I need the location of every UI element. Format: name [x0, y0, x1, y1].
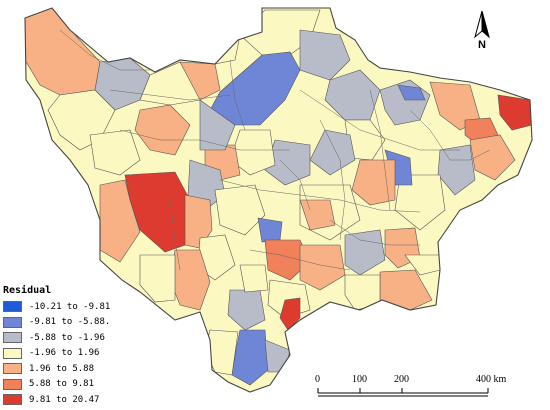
legend-label: -1.96 to 1.96 [29, 348, 100, 359]
county-region [204, 329, 239, 376]
county-region [437, 144, 476, 196]
county-region [299, 244, 346, 291]
legend-item: 5.88 to 9.81 [3, 377, 110, 393]
province-outline [24, 7, 533, 393]
north-label: N [478, 39, 486, 51]
legend-label: 1.96 to 5.88 [29, 363, 95, 374]
legend-swatch [3, 378, 22, 390]
county-region [497, 94, 532, 131]
county-border-line [329, 219, 420, 246]
county-region [239, 264, 269, 293]
county-border-line [409, 109, 491, 161]
legend-swatch [3, 332, 22, 344]
legend-item: -10.21 to -9.81 [3, 299, 110, 315]
legend-label: 9.81 to 20.47 [29, 394, 100, 405]
scale-bar [317, 388, 489, 397]
county-region [299, 199, 336, 231]
county-border-line [369, 89, 391, 211]
county-region [469, 134, 516, 181]
county-region [397, 84, 426, 101]
legend-item: 9.81 to 20.47 [3, 392, 110, 408]
county-border-line [319, 119, 346, 241]
legend-item: 1.96 to 5.88 [3, 361, 110, 377]
legend-title: Residual [3, 285, 52, 296]
county-border-line [59, 29, 150, 71]
county-border-line [109, 89, 231, 101]
county-region [257, 217, 283, 243]
county-region [199, 99, 236, 151]
legend-label: -5.88 to -1.96 [29, 332, 105, 343]
county-region [351, 159, 396, 206]
scale-label-100: 100 [352, 374, 367, 385]
county-region [231, 329, 269, 386]
scale-label-0: 0 [315, 374, 320, 385]
county-region [394, 174, 446, 231]
county-border-line [299, 89, 460, 151]
county-border-line [229, 59, 246, 131]
county-region [134, 104, 191, 156]
county-border-line [219, 179, 421, 213]
county-region [344, 229, 386, 276]
legend-label: -10.21 to -9.81 [29, 301, 111, 312]
legend-swatch [3, 316, 22, 328]
legend-swatch [3, 363, 22, 375]
legend: Residual -10.21 to -9.81 -9.81 to -5.88. -… [3, 285, 110, 408]
legend-item: -9.81 to -5.88. [3, 315, 110, 331]
county-region [214, 184, 266, 236]
scale-label-200: 200 [394, 374, 409, 385]
county-border-line [279, 159, 311, 211]
north-arrow-icon [474, 10, 490, 39]
county-region [179, 61, 221, 101]
legend-swatch [3, 394, 22, 406]
county-region [309, 129, 356, 176]
county-region [299, 29, 351, 81]
county-region [209, 51, 301, 126]
legend-label: 5.88 to 9.81 [29, 379, 95, 390]
county-borders [59, 29, 491, 271]
legend-label: -9.81 to -5.88. [29, 317, 111, 328]
legend-swatch [3, 347, 22, 359]
scale-label-400: 400 km [476, 374, 507, 385]
north-arrow: N [471, 9, 493, 53]
county-region [279, 297, 301, 331]
county-border-line [249, 249, 351, 271]
county-border-line [119, 129, 290, 151]
legend-swatch [3, 301, 22, 313]
county-region [139, 254, 176, 303]
legend-item: -5.88 to -1.96 [3, 330, 110, 346]
county-border-line [169, 199, 181, 271]
legend-item: -1.96 to 1.96 [3, 346, 110, 362]
